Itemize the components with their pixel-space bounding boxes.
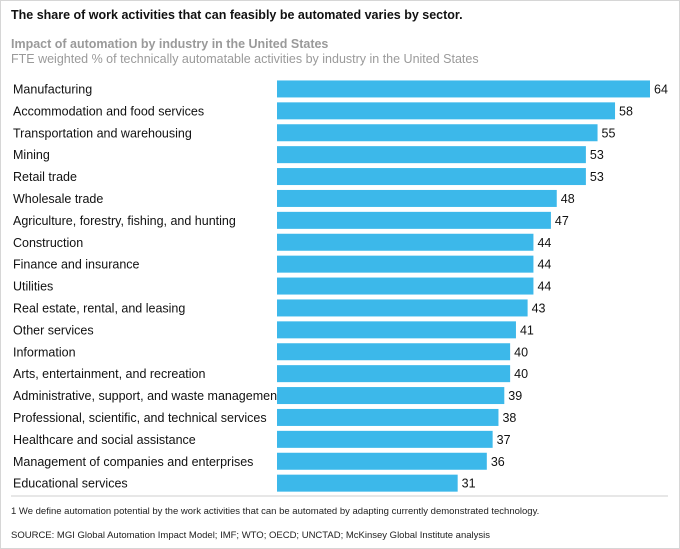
value-label: 55 xyxy=(602,126,616,140)
value-label: 36 xyxy=(491,455,505,469)
footnote: 1 We define automation potential by the … xyxy=(11,506,540,517)
value-label: 43 xyxy=(532,301,546,315)
bar xyxy=(277,102,616,120)
value-label: 39 xyxy=(508,389,522,403)
bar xyxy=(277,343,511,361)
bar xyxy=(277,299,528,317)
value-label: 31 xyxy=(462,477,476,491)
bar xyxy=(277,430,493,448)
bar-chart: Manufacturing 64 Accommodation and food se… xyxy=(11,80,668,497)
value-label: 40 xyxy=(514,367,528,381)
value-label: 40 xyxy=(514,345,528,359)
value-label: 47 xyxy=(555,214,569,228)
bar xyxy=(277,168,586,186)
value-label: 37 xyxy=(497,433,511,447)
bar xyxy=(277,80,650,98)
category-label: Information xyxy=(13,345,76,359)
category-label: Accommodation and food services xyxy=(13,104,204,118)
category-label: Utilities xyxy=(13,280,53,294)
category-label: Professional, scientific, and technical … xyxy=(13,411,267,425)
bar xyxy=(277,365,511,383)
value-label: 58 xyxy=(619,104,633,118)
value-label: 38 xyxy=(502,411,516,425)
bar xyxy=(277,211,551,229)
headline: The share of work activities that can fe… xyxy=(11,8,463,22)
bar xyxy=(277,124,598,142)
value-label: 53 xyxy=(590,148,604,162)
value-label: 44 xyxy=(537,236,551,250)
category-label: Transportation and warehousing xyxy=(13,126,192,140)
source-note: SOURCE: MGI Global Automation Impact Mod… xyxy=(11,530,491,541)
bar xyxy=(277,474,458,492)
value-label: 44 xyxy=(537,280,551,294)
category-label: Construction xyxy=(13,236,83,250)
bar xyxy=(277,255,534,273)
bar xyxy=(277,387,505,405)
category-label: Arts, entertainment, and recreation xyxy=(13,367,206,381)
chart-title: Impact of automation by industry in the … xyxy=(11,37,329,51)
bar xyxy=(277,321,516,339)
category-label: Real estate, rental, and leasing xyxy=(13,301,185,315)
category-label: Mining xyxy=(13,148,50,162)
bar xyxy=(277,233,534,251)
category-label: Agriculture, forestry, fishing, and hunt… xyxy=(13,214,236,228)
category-label: Healthcare and social assistance xyxy=(13,433,196,447)
category-label: Wholesale trade xyxy=(13,192,103,206)
category-label: Manufacturing xyxy=(13,82,92,96)
category-label: Retail trade xyxy=(13,170,77,184)
bar xyxy=(277,146,586,164)
category-label: Administrative, support, and waste manag… xyxy=(13,389,281,403)
value-label: 53 xyxy=(590,170,604,184)
category-label: Educational services xyxy=(13,477,128,491)
bar xyxy=(277,277,534,295)
category-label: Other services xyxy=(13,323,94,337)
value-label: 48 xyxy=(561,192,575,206)
value-label: 44 xyxy=(537,258,551,272)
value-label: 41 xyxy=(520,323,534,337)
value-label: 64 xyxy=(654,82,668,96)
bar xyxy=(277,452,487,470)
bar xyxy=(277,189,557,207)
chart-subtitle: FTE weighted % of technically automatabl… xyxy=(11,52,479,66)
category-label: Management of companies and enterprises xyxy=(13,455,253,469)
category-label: Finance and insurance xyxy=(13,258,140,272)
bar xyxy=(277,408,499,426)
